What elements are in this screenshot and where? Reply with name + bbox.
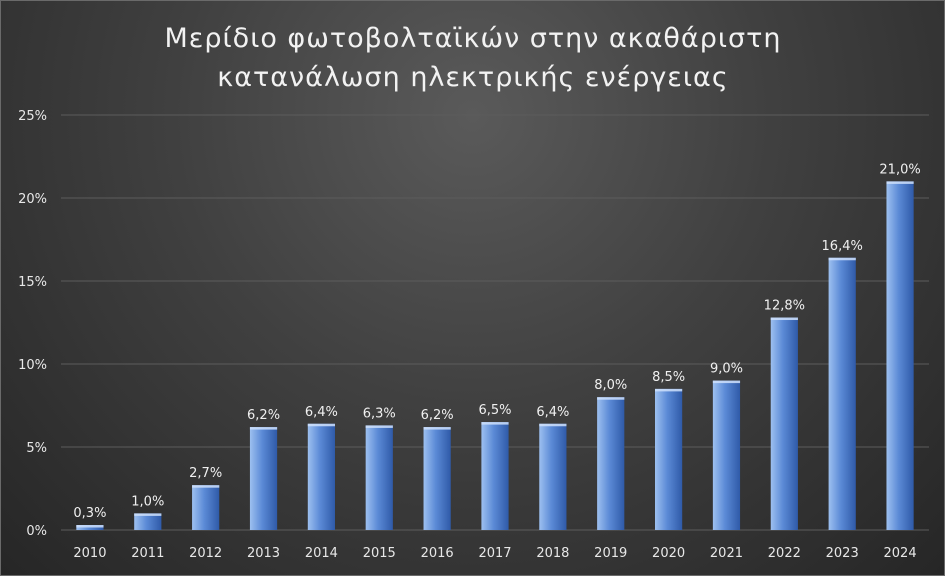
bar-top-highlight (249, 427, 278, 430)
bar-top-highlight (886, 181, 914, 184)
x-tick-label: 2016 (421, 546, 454, 561)
data-label: 12,8% (764, 299, 805, 314)
data-labels: 0,3% 1,0% 2,7% 6,2% 6,4% 6,3% 6,2% 6,5% 6,4% 8,0%… (73, 162, 920, 521)
data-label: 1,0% (131, 494, 164, 509)
x-tick-label: 2020 (652, 546, 685, 561)
x-tick-label: 2018 (536, 546, 569, 561)
data-label: 2,7% (189, 466, 222, 481)
bar (712, 380, 741, 530)
y-tick-label: 0% (26, 524, 47, 539)
x-axis-ticks: 2010 2011 2012 2013 2014 2015 2016 2017 2018 2019… (73, 546, 916, 561)
data-label: 6,2% (421, 408, 454, 423)
data-label: 21,0% (879, 162, 920, 177)
bar (655, 388, 683, 530)
bar-top-highlight (76, 525, 104, 528)
x-tick-label: 2017 (478, 546, 511, 561)
bars (76, 181, 914, 530)
bar (597, 397, 625, 530)
bar (249, 427, 278, 530)
y-tick-label: 20% (18, 192, 47, 207)
x-tick-label: 2024 (884, 546, 917, 561)
bar-top-highlight (539, 423, 567, 427)
x-tick-label: 2011 (131, 546, 164, 561)
bar-top-highlight (655, 388, 683, 392)
bar-top-highlight (712, 380, 741, 384)
bar (828, 257, 856, 530)
bar (770, 317, 798, 530)
bar (886, 181, 914, 530)
bar-top-highlight (134, 513, 162, 516)
x-tick-label: 2022 (768, 546, 801, 561)
data-label: 6,5% (478, 403, 511, 418)
bar-top-highlight (365, 425, 393, 428)
bar (365, 425, 393, 530)
bar-top-highlight (770, 317, 798, 321)
x-tick-label: 2010 (73, 546, 106, 561)
y-tick-label: 25% (18, 109, 47, 124)
x-tick-label: 2013 (247, 546, 280, 561)
data-label: 8,5% (652, 370, 685, 385)
bar-top-highlight (423, 427, 451, 430)
bar (539, 423, 567, 530)
bar (423, 427, 451, 530)
data-label: 6,3% (363, 406, 396, 421)
bar (192, 485, 220, 530)
x-tick-label: 2023 (826, 546, 859, 561)
x-tick-label: 2021 (710, 546, 743, 561)
x-tick-label: 2019 (594, 546, 627, 561)
x-tick-label: 2015 (363, 546, 396, 561)
y-tick-label: 15% (18, 275, 47, 290)
bar (307, 423, 335, 530)
data-label: 9,0% (710, 362, 743, 377)
chart-title-line-2: κατανάλωση ηλεκτρικής ενέργειας (217, 62, 728, 93)
data-label: 0,3% (73, 506, 106, 521)
chart-title-line-1: Μερίδιο φωτοβολταϊκών στην ακαθάριστη (165, 23, 782, 54)
bar-top-highlight (192, 485, 220, 488)
x-tick-label: 2012 (189, 546, 222, 561)
bar (481, 422, 509, 530)
bar-top-highlight (307, 423, 335, 427)
y-tick-label: 10% (18, 358, 47, 373)
data-label: 16,4% (822, 239, 863, 254)
data-label: 6,4% (536, 405, 569, 420)
bar-top-highlight (597, 397, 625, 400)
data-label: 8,0% (594, 378, 627, 393)
x-tick-label: 2014 (305, 546, 338, 561)
y-axis-ticks: 0% 5% 10% 15% 20% 25% (18, 109, 47, 539)
bar (134, 513, 162, 530)
bar-top-highlight (828, 257, 856, 261)
data-label: 6,2% (247, 408, 280, 423)
bar-top-highlight (481, 422, 509, 425)
data-label: 6,4% (305, 405, 338, 420)
y-tick-label: 5% (26, 441, 47, 456)
